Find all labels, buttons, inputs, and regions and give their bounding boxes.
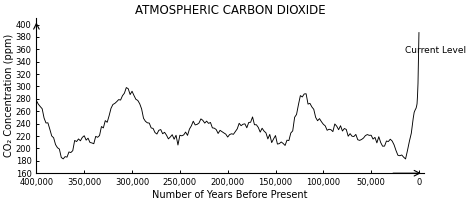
Title: ATMOSPHERIC CARBON DIOXIDE: ATMOSPHERIC CARBON DIOXIDE [135, 4, 325, 17]
Text: Current Level: Current Level [405, 46, 466, 55]
X-axis label: Number of Years Before Present: Number of Years Before Present [152, 190, 308, 200]
Y-axis label: CO₂ Concentration (ppm): CO₂ Concentration (ppm) [4, 34, 14, 157]
